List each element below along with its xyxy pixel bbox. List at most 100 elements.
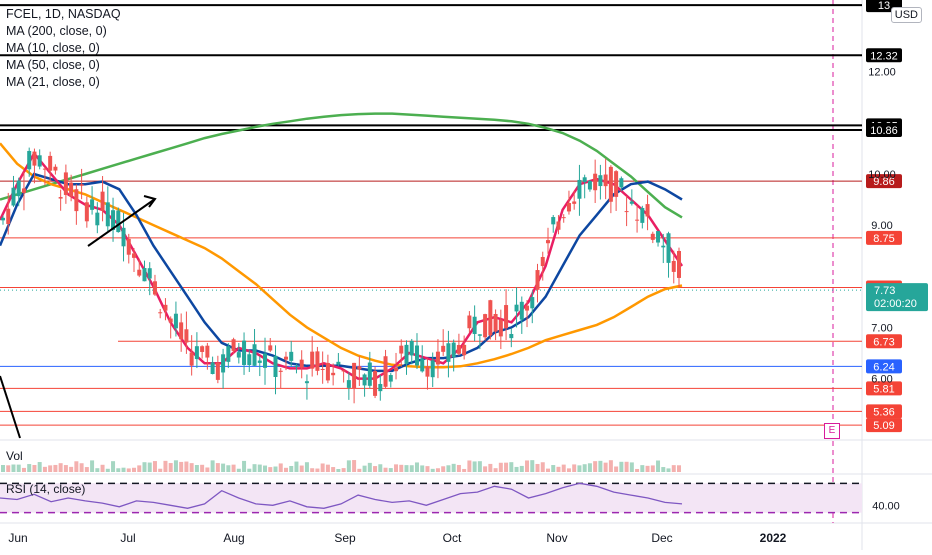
candle-body bbox=[383, 356, 388, 387]
volume-bar bbox=[236, 468, 241, 472]
volume-bar bbox=[6, 465, 11, 472]
candle-body bbox=[21, 188, 26, 193]
volume-bar bbox=[1, 465, 5, 472]
candle-body bbox=[58, 197, 63, 199]
volume-bar bbox=[53, 464, 58, 472]
volume-bar bbox=[493, 468, 498, 472]
candle-body bbox=[635, 219, 640, 221]
volume-bar bbox=[16, 464, 21, 472]
current-price-bg bbox=[866, 283, 928, 312]
volume-bar bbox=[677, 465, 681, 472]
volume-bar bbox=[331, 467, 336, 472]
volume-bar bbox=[561, 464, 566, 472]
level-label-bg bbox=[866, 334, 902, 349]
candle-body bbox=[441, 345, 446, 352]
volume-bar bbox=[189, 463, 194, 472]
candle-body bbox=[661, 245, 666, 248]
volume-bar bbox=[598, 460, 603, 472]
candle-body bbox=[435, 351, 440, 365]
candle-body bbox=[84, 202, 89, 222]
volume-bar bbox=[74, 461, 79, 472]
candle-body bbox=[231, 339, 236, 351]
volume-bar bbox=[451, 463, 456, 472]
level-label-bg bbox=[866, 359, 902, 374]
candle-body bbox=[105, 202, 110, 227]
legend-symbol: FCEL, 1D, NASDAQ bbox=[6, 7, 121, 21]
volume-bar bbox=[640, 465, 645, 472]
volume-bar bbox=[577, 465, 582, 472]
volume-bar bbox=[84, 467, 89, 472]
rsi-line bbox=[0, 482, 683, 509]
candle-body bbox=[152, 281, 157, 295]
volume-bar bbox=[231, 464, 236, 472]
candle-body bbox=[132, 253, 137, 258]
candle-body bbox=[624, 211, 629, 213]
volume-bar bbox=[226, 465, 231, 472]
candle-body bbox=[456, 345, 461, 354]
level-label: 6.24 bbox=[873, 361, 894, 373]
candle-body bbox=[221, 354, 226, 373]
candle-body bbox=[603, 174, 608, 187]
volume-bar bbox=[79, 463, 84, 472]
volume-bar bbox=[105, 468, 110, 472]
rsi-label: RSI (14, close) bbox=[6, 482, 86, 496]
volume-bar bbox=[221, 463, 226, 472]
volume-bar bbox=[111, 461, 116, 472]
candle-body bbox=[525, 305, 530, 311]
volume-bar bbox=[409, 465, 414, 472]
candle-body bbox=[367, 362, 372, 386]
candle-body bbox=[666, 233, 671, 263]
candle-body bbox=[373, 371, 378, 396]
volume-bar bbox=[582, 464, 587, 472]
candle-body bbox=[116, 210, 121, 233]
candle-body bbox=[315, 351, 320, 371]
volume-bar bbox=[21, 467, 26, 472]
candle-body bbox=[561, 217, 566, 219]
volume-bar bbox=[425, 466, 430, 472]
volume-bar bbox=[587, 463, 592, 472]
candle-body bbox=[336, 361, 341, 365]
rsi-axis-label: 40.00 bbox=[872, 500, 900, 512]
volume-bar bbox=[158, 468, 163, 472]
candle-body bbox=[572, 201, 577, 204]
volume-bar bbox=[635, 468, 640, 472]
earnings-marker[interactable]: E bbox=[824, 423, 840, 439]
volume-bar bbox=[315, 468, 320, 472]
volume-bar bbox=[608, 460, 613, 472]
candle-body bbox=[331, 372, 336, 376]
candle-body bbox=[205, 345, 210, 358]
level-label-bg bbox=[866, 230, 902, 245]
volume-bar bbox=[483, 466, 488, 472]
currency-button[interactable]: USD bbox=[890, 7, 922, 23]
candle-body bbox=[273, 355, 278, 377]
volume-bar bbox=[147, 462, 152, 472]
candle-body bbox=[346, 380, 351, 388]
candle-body bbox=[74, 189, 79, 212]
volume-bar bbox=[504, 462, 509, 472]
volume-bar bbox=[362, 465, 367, 472]
y-tick-label: 6.00 bbox=[871, 374, 892, 386]
volume-bar bbox=[593, 461, 598, 472]
candle-body bbox=[677, 250, 681, 278]
candle-body bbox=[268, 345, 273, 351]
level-label-bg bbox=[866, 404, 902, 419]
candle-body bbox=[556, 221, 561, 230]
volume-bar bbox=[446, 465, 451, 472]
candle-body bbox=[551, 217, 556, 225]
candle-body bbox=[242, 340, 247, 365]
volume-bar bbox=[215, 463, 220, 472]
candle-body bbox=[226, 346, 231, 362]
x-tick-label: Jul bbox=[120, 531, 135, 545]
candle-body bbox=[37, 155, 42, 167]
candle-body bbox=[1, 217, 5, 221]
candle-body bbox=[69, 182, 74, 197]
volume-bar bbox=[32, 464, 37, 472]
candle-body bbox=[16, 180, 21, 197]
volume-bar bbox=[283, 467, 288, 472]
y-tick-label: 9.00 bbox=[871, 220, 892, 232]
legend-ma10: MA (10, close, 0) bbox=[6, 41, 100, 55]
volume-bar bbox=[100, 464, 105, 472]
volume-bar bbox=[388, 468, 393, 472]
